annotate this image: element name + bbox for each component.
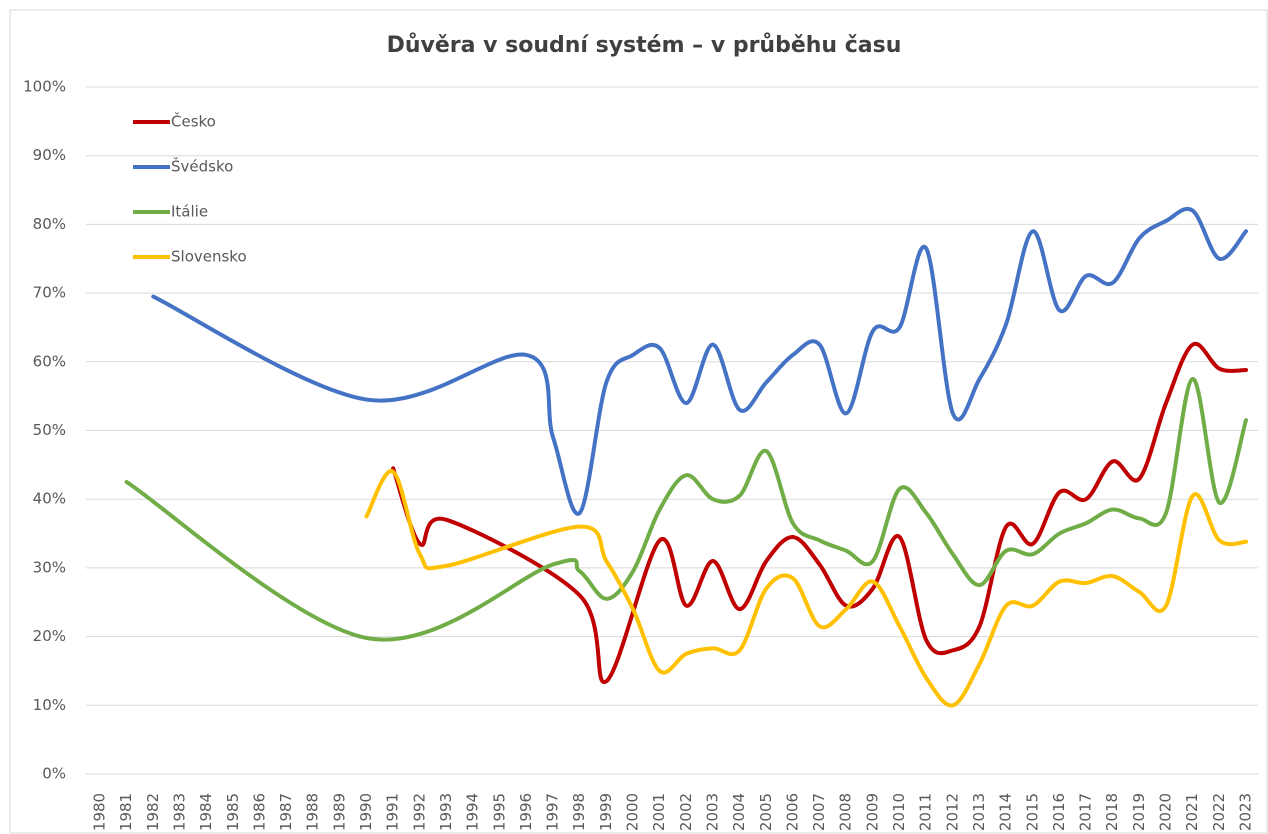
series-line bbox=[364, 469, 1248, 708]
x-tick-label: 2015 bbox=[1023, 793, 1041, 831]
x-tick-label: 2013 bbox=[970, 793, 988, 831]
chart-frame bbox=[9, 9, 1268, 834]
x-tick-label: 1989 bbox=[330, 793, 348, 831]
x-tick-label: 1999 bbox=[597, 793, 615, 831]
x-tick-label: 2021 bbox=[1183, 793, 1201, 831]
x-tick-label: 2018 bbox=[1103, 793, 1121, 831]
y-tick-label: 40% bbox=[33, 490, 66, 508]
y-tick-label: 30% bbox=[33, 558, 66, 576]
x-tick-label: 1980 bbox=[91, 793, 109, 831]
y-tick-label: 20% bbox=[33, 627, 66, 645]
x-tick-label: 1996 bbox=[517, 793, 535, 831]
x-tick-label: 2005 bbox=[757, 793, 775, 831]
x-tick-label: 2003 bbox=[703, 793, 721, 831]
series-line bbox=[124, 376, 1248, 642]
legend-label: Švédsko bbox=[171, 157, 233, 176]
x-tick-label: 1998 bbox=[570, 793, 588, 831]
x-tick-label: 2019 bbox=[1130, 793, 1148, 831]
x-tick-label: 2000 bbox=[624, 793, 642, 831]
x-tick-label: 2006 bbox=[783, 793, 801, 831]
x-tick-label: 1986 bbox=[250, 793, 268, 831]
x-tick-label: 2008 bbox=[837, 793, 855, 831]
legend-label: Slovensko bbox=[171, 248, 247, 266]
x-tick-label: 1990 bbox=[357, 793, 375, 831]
x-tick-label: 2022 bbox=[1210, 793, 1228, 831]
x-tick-label: 1991 bbox=[384, 793, 402, 831]
x-tick-label: 1987 bbox=[277, 793, 295, 831]
x-tick-label: 1997 bbox=[544, 793, 562, 831]
x-tick-label: 2012 bbox=[943, 793, 961, 831]
x-tick-label: 1984 bbox=[197, 793, 215, 831]
x-tick-label: 2007 bbox=[810, 793, 828, 831]
x-tick-label: 1995 bbox=[490, 793, 508, 831]
x-tick-label: 1992 bbox=[410, 793, 428, 831]
x-tick-label: 2017 bbox=[1077, 793, 1095, 831]
y-tick-label: 70% bbox=[33, 284, 66, 302]
y-tick-label: 80% bbox=[33, 215, 66, 233]
y-tick-label: 100% bbox=[23, 78, 66, 96]
y-tick-label: 0% bbox=[42, 765, 66, 783]
x-tick-label: 2011 bbox=[917, 793, 935, 831]
x-tick-label: 2002 bbox=[677, 793, 695, 831]
y-tick-label: 50% bbox=[33, 421, 66, 439]
x-tick-label: 1988 bbox=[304, 793, 322, 831]
chart-title: Důvěra v soudní systém – v průběhu času bbox=[387, 33, 902, 58]
series-line bbox=[391, 341, 1248, 685]
legend-label: Česko bbox=[171, 112, 216, 131]
x-tick-label: 2001 bbox=[650, 793, 668, 831]
x-tick-label: 2023 bbox=[1237, 793, 1255, 831]
x-tick-label: 1982 bbox=[144, 793, 162, 831]
x-tick-label: 2004 bbox=[730, 793, 748, 831]
x-tick-label: 1983 bbox=[170, 793, 188, 831]
series-line bbox=[151, 206, 1248, 516]
x-tick-label: 1985 bbox=[224, 793, 242, 831]
x-tick-label: 1993 bbox=[437, 793, 455, 831]
legend-label: Itálie bbox=[171, 203, 208, 221]
y-tick-label: 90% bbox=[33, 146, 66, 164]
x-tick-label: 2014 bbox=[997, 793, 1015, 831]
y-tick-label: 10% bbox=[33, 696, 66, 714]
x-tick-label: 2009 bbox=[863, 793, 881, 831]
x-tick-label: 1981 bbox=[117, 793, 135, 831]
y-tick-label: 60% bbox=[33, 352, 66, 370]
x-tick-label: 2020 bbox=[1157, 793, 1175, 831]
x-tick-label: 2016 bbox=[1050, 793, 1068, 831]
x-tick-label: 1994 bbox=[464, 793, 482, 831]
x-tick-label: 2010 bbox=[890, 793, 908, 831]
